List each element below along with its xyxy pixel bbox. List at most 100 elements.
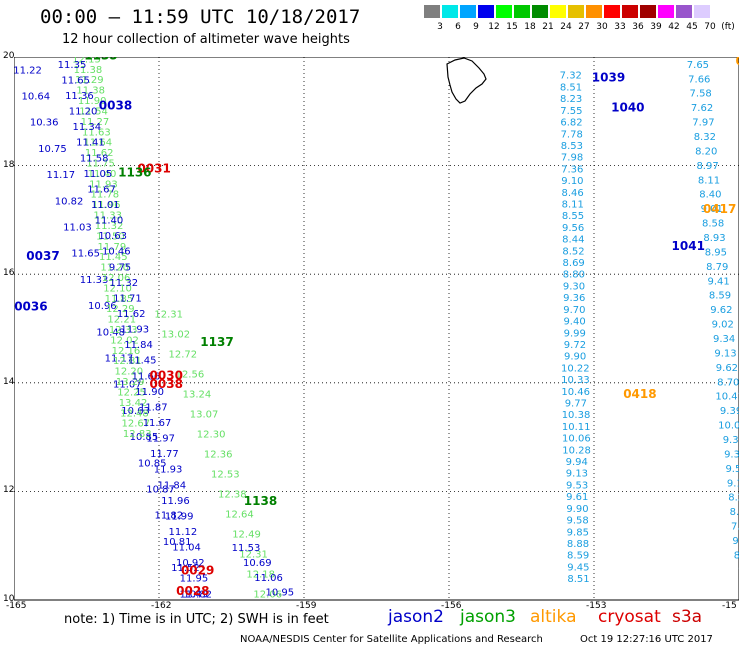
- wave-height-value: 11.63: [82, 127, 111, 138]
- wave-height-value: 10.63: [121, 406, 150, 417]
- wave-height-value: 11.38: [76, 86, 105, 97]
- pass-time-label: 0028: [176, 584, 209, 598]
- wave-height-value: 12.02: [110, 335, 139, 346]
- wave-height-value: 12.10: [103, 283, 132, 294]
- wave-height-value: 8.69: [563, 258, 585, 269]
- wave-height-value: 10.04: [718, 421, 739, 432]
- wave-height-value: 10.41: [715, 392, 739, 403]
- legend-label-33: 33: [614, 22, 626, 32]
- legend-label-21: 21: [542, 22, 554, 32]
- wave-height-value: 12.31: [154, 310, 183, 321]
- wave-height-value: 11.50: [96, 231, 125, 242]
- wave-height-value: 13.02: [161, 330, 190, 341]
- wave-height-value: 11.52: [171, 563, 200, 574]
- legend-label-3: 3: [437, 22, 443, 32]
- wave-height-value: 12.38: [218, 489, 247, 500]
- wave-height-value: 12.06: [102, 273, 131, 284]
- satellite-label-altika: altika: [530, 607, 577, 627]
- wave-height-value: 8.23: [560, 94, 582, 105]
- wave-height-value: 11.32: [109, 278, 138, 289]
- legend-label-27: 27: [578, 22, 590, 32]
- wave-height-value: 8.88: [567, 539, 589, 550]
- wave-height-value: 10.82: [55, 196, 84, 207]
- wave-height-value: 7.78: [561, 129, 583, 140]
- legend-label-36: 36: [632, 22, 644, 32]
- legend-swatch-70: [694, 5, 710, 18]
- wave-height-value: 8.11: [562, 199, 584, 210]
- legend-swatch-30: [586, 5, 602, 18]
- wave-height-value: 7.32: [560, 71, 582, 82]
- wave-height-value: 7.66: [688, 74, 710, 85]
- satellite-label-s3a: s3a: [672, 607, 703, 627]
- wave-height-value: 10.75: [38, 144, 67, 155]
- wave-height-value: 11.90: [78, 96, 107, 107]
- wave-height-value: 11.07: [113, 380, 142, 391]
- wave-height-value: 11.64: [83, 138, 112, 149]
- legend-swatch-6: [442, 5, 458, 18]
- footnote: note: 1) Time is in UTC; 2) SWH is in fe…: [64, 612, 329, 627]
- pass-time-label: 1138: [244, 494, 277, 508]
- chart-title: 00:00 – 11:59 UTC 10/18/2017: [40, 6, 361, 28]
- wave-height-value: 12.25: [117, 387, 146, 398]
- wave-height-value: 10.28: [562, 445, 591, 456]
- legend-swatch-45: [676, 5, 692, 18]
- wave-height-value: 9.72: [564, 340, 586, 351]
- wave-height-value: 7.65: [687, 60, 709, 71]
- lat-tick-label: 14: [3, 376, 15, 387]
- wave-height-value: 10.96: [88, 301, 117, 312]
- wave-height-value: 11.87: [139, 402, 168, 413]
- wave-height-value: 9.13: [714, 348, 736, 359]
- wave-height-value: 12.83: [123, 429, 152, 440]
- wave-height-value: 8.93: [703, 233, 725, 244]
- wave-height-value: 9.30: [563, 281, 585, 292]
- wave-height-value: 8.53: [561, 141, 583, 152]
- wave-height-value: 11.90: [135, 387, 164, 398]
- wave-height-value: 11.75: [86, 159, 115, 170]
- wave-height-value: 10.33: [561, 375, 590, 386]
- wave-height-value: 8.40: [699, 190, 721, 201]
- pass-time-label: 0417: [703, 202, 736, 216]
- pass-time-label: 1039: [592, 70, 625, 84]
- wave-height-value: 11.78: [91, 190, 120, 201]
- wave-height-value: 7.36: [561, 164, 583, 175]
- wave-height-value: 11.77: [150, 449, 179, 460]
- pass-time-label: 0036: [14, 300, 47, 314]
- lon-tick-label: -156: [441, 601, 462, 611]
- map-svg: 11.22 10.64 10.36 10.75 11.17 10.82 11.03 11.65…: [13, 49, 740, 601]
- wave-height-value: 8.95: [705, 247, 727, 258]
- wave-height-value: 10.36: [30, 118, 59, 129]
- wave-height-value: 11.32: [95, 221, 124, 232]
- wave-height-value: 10.48: [96, 327, 125, 338]
- legend-label-15: 15: [506, 22, 518, 32]
- wave-height-value: 10.63: [98, 231, 127, 242]
- wave-height-value: 10.95: [266, 588, 295, 599]
- wave-height-value: 8.32: [694, 132, 716, 143]
- lat-tick-label: 20: [3, 51, 15, 61]
- wave-height-value: 8.70: [717, 377, 739, 388]
- wave-height-value: 10.64: [22, 91, 51, 102]
- wave-height-value: 11.99: [165, 511, 194, 522]
- wave-height-value: 11.04: [172, 543, 201, 554]
- wave-height-value: 8.51: [567, 574, 589, 585]
- wave-height-value: 12.53: [211, 469, 240, 480]
- wave-height-value: 11.67: [87, 184, 116, 195]
- wave-height-value: 10.22: [561, 363, 590, 374]
- wave-height-value: 8.46: [561, 188, 583, 199]
- legend-swatch-9: [460, 5, 476, 18]
- satellite-label-jason2: jason2: [388, 607, 444, 627]
- wave-height-value: 9.34: [713, 334, 735, 345]
- legend-swatch-18: [514, 5, 530, 18]
- satellite-label-jason3: jason3: [460, 607, 516, 627]
- wave-height-value: 9.56: [562, 223, 584, 234]
- chart-subtitle: 12 hour collection of altimeter wave hei…: [62, 32, 350, 47]
- legend-label-45: 45: [686, 22, 698, 32]
- legend-swatch-36: [622, 5, 638, 18]
- lon-tick-label: -153: [586, 601, 607, 611]
- wave-height-value: 13.07: [190, 410, 219, 421]
- wave-height-value: 11.35: [58, 60, 87, 71]
- wave-height-value: 11.33: [93, 211, 122, 222]
- wave-height-value: 11.85: [105, 294, 134, 305]
- wave-height-value: 12.21: [107, 315, 136, 326]
- wave-height-value: 11.84: [157, 480, 186, 491]
- lon-tick-label: -159: [296, 601, 317, 611]
